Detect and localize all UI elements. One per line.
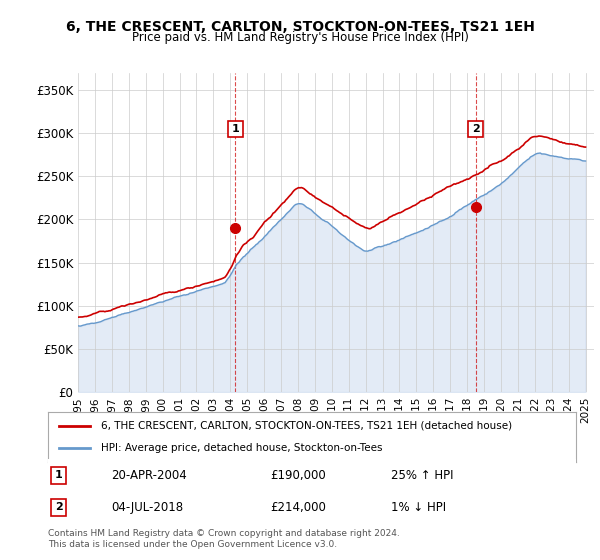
Text: £214,000: £214,000 [270, 501, 326, 514]
Text: 6, THE CRESCENT, CARLTON, STOCKTON-ON-TEES, TS21 1EH: 6, THE CRESCENT, CARLTON, STOCKTON-ON-TE… [65, 20, 535, 34]
Text: 1: 1 [232, 124, 239, 134]
Text: Contains HM Land Registry data © Crown copyright and database right 2024.
This d: Contains HM Land Registry data © Crown c… [48, 529, 400, 549]
Text: 1: 1 [55, 470, 62, 480]
Text: 20-APR-2004: 20-APR-2004 [112, 469, 187, 482]
Text: 6, THE CRESCENT, CARLTON, STOCKTON-ON-TEES, TS21 1EH (detached house): 6, THE CRESCENT, CARLTON, STOCKTON-ON-TE… [101, 421, 512, 431]
Text: 25% ↑ HPI: 25% ↑ HPI [391, 469, 454, 482]
Text: HPI: Average price, detached house, Stockton-on-Tees: HPI: Average price, detached house, Stoc… [101, 443, 382, 453]
Text: Price paid vs. HM Land Registry's House Price Index (HPI): Price paid vs. HM Land Registry's House … [131, 31, 469, 44]
Text: 04-JUL-2018: 04-JUL-2018 [112, 501, 184, 514]
Text: £190,000: £190,000 [270, 469, 326, 482]
Text: 2: 2 [472, 124, 479, 134]
Text: 1% ↓ HPI: 1% ↓ HPI [391, 501, 446, 514]
Text: 2: 2 [55, 502, 62, 512]
